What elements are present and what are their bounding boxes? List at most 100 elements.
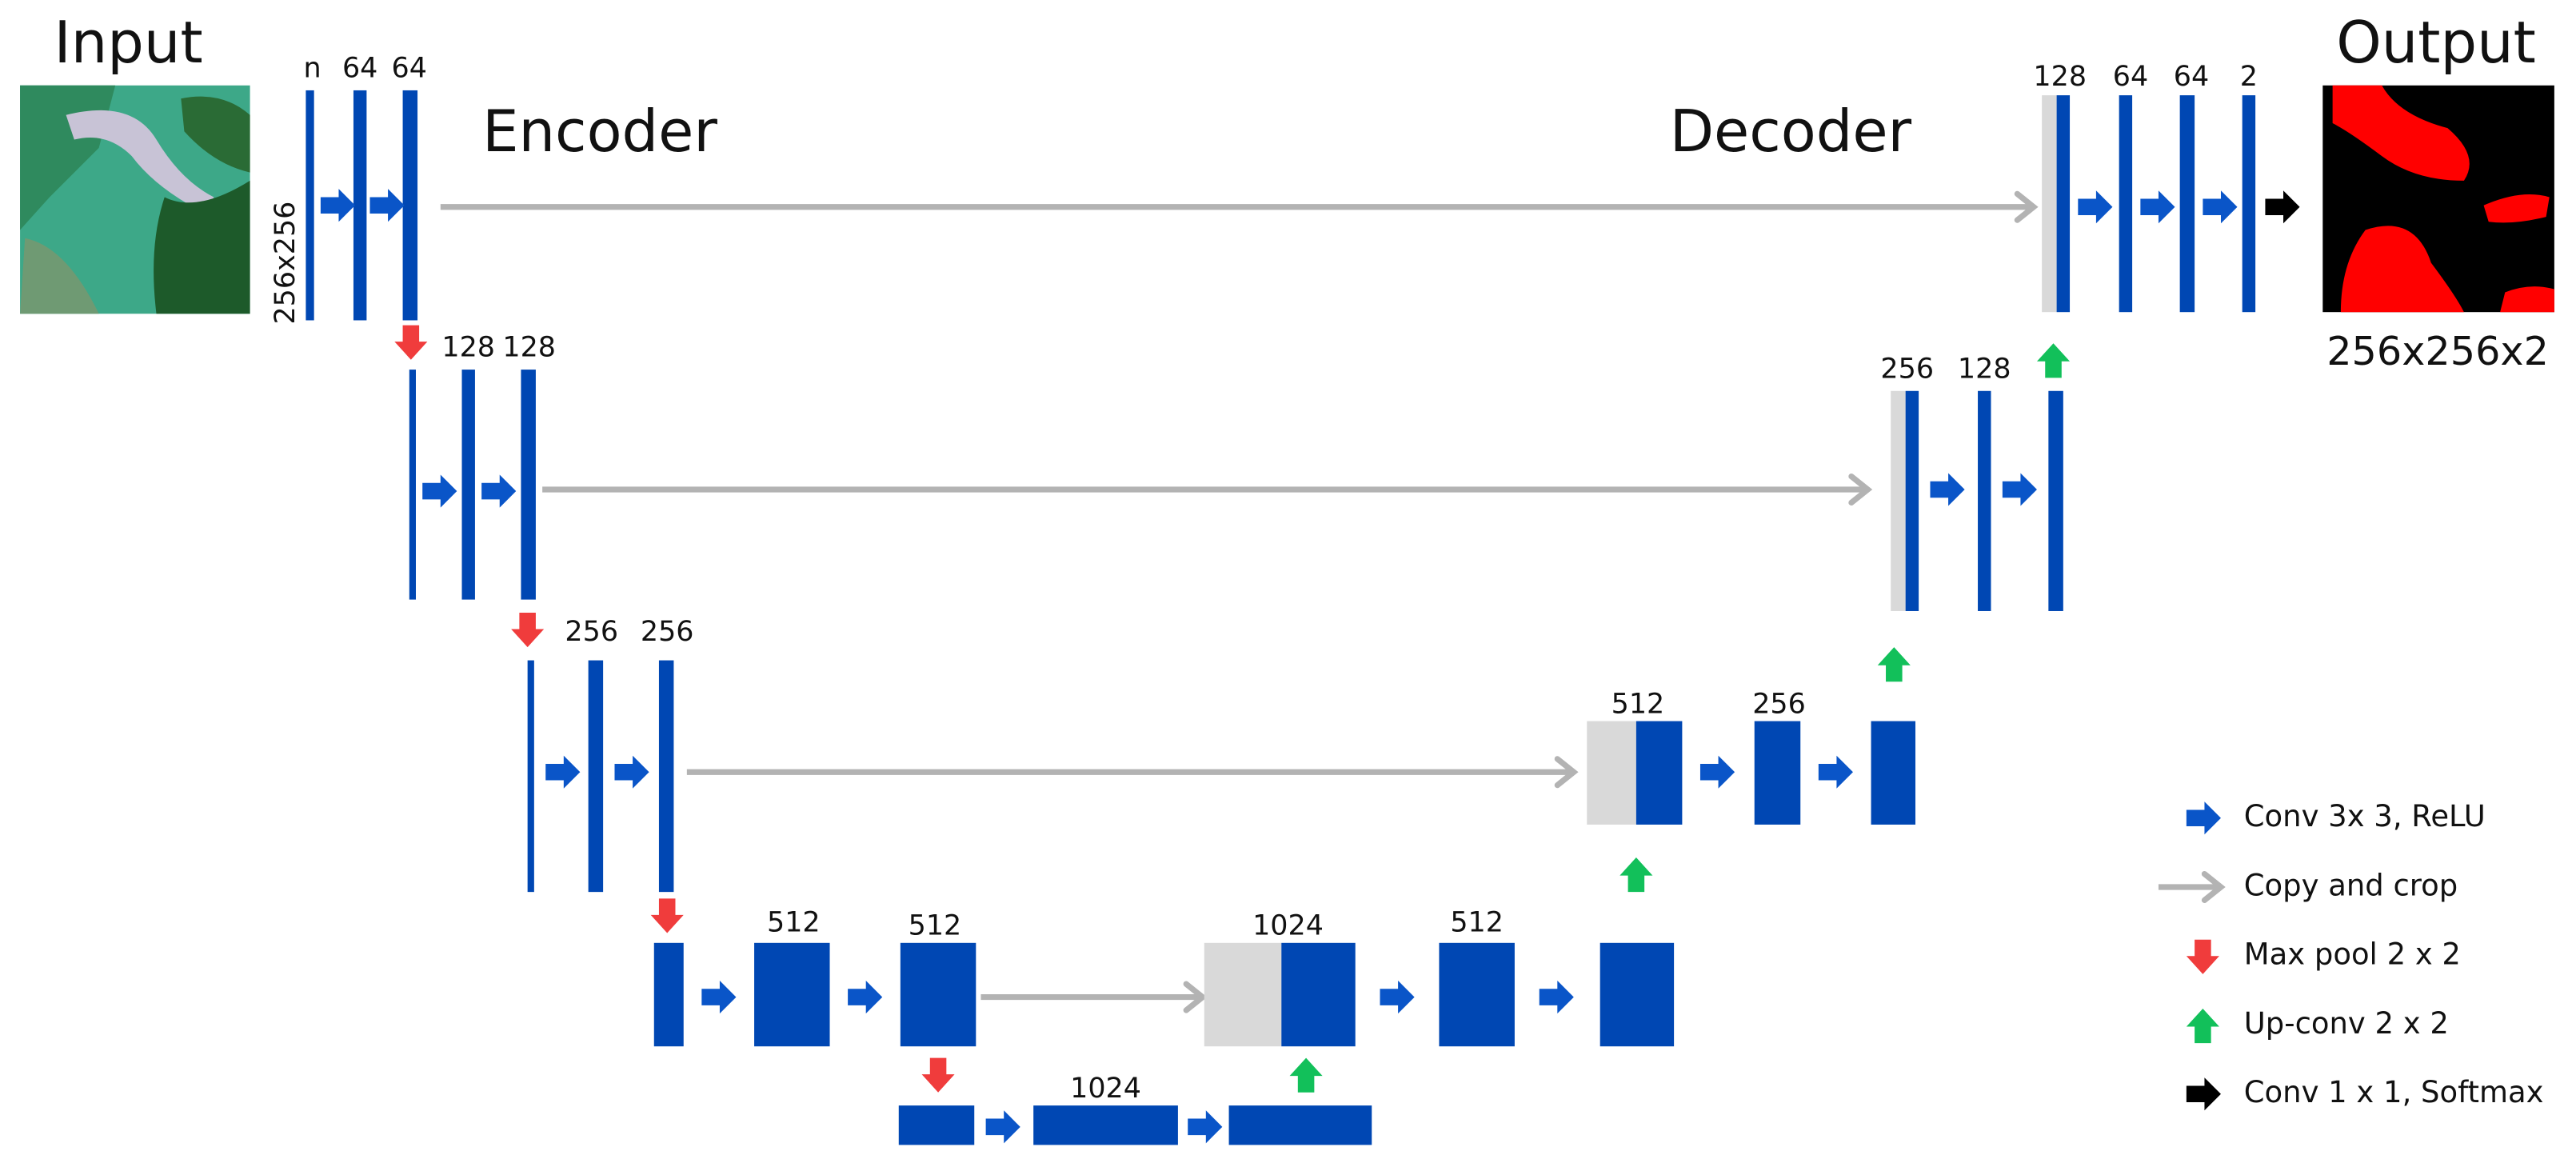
feature-map — [1600, 942, 1675, 1047]
channel-label: 128 — [441, 332, 495, 364]
softmax-arrow — [2186, 1077, 2221, 1111]
conv-arrow — [2203, 190, 2238, 224]
conv-arrow — [614, 755, 649, 789]
channel-label: 128 — [502, 332, 556, 364]
feature-map — [1871, 721, 1916, 825]
feature-map — [1281, 942, 1356, 1047]
output-region — [2483, 194, 2550, 223]
feature-map — [527, 660, 534, 893]
output-region — [2500, 286, 2554, 313]
decoder-label: Decoder — [1670, 98, 1912, 165]
channel-label: 64 — [392, 53, 427, 85]
conv-arrow — [1818, 755, 1853, 789]
legend-label: Conv 1 x 1, Softmax — [2244, 1075, 2544, 1109]
feature-map — [898, 1105, 975, 1145]
encoder-label: Encoder — [482, 98, 717, 165]
input-terrace — [20, 238, 99, 314]
conv-arrow — [369, 189, 405, 222]
channel-label: 64 — [2174, 61, 2209, 93]
channel-label: 128 — [1958, 353, 2011, 385]
channel-label: 512 — [1450, 906, 1504, 938]
output-size: 256x256x2 — [2326, 328, 2549, 374]
feature-map — [1033, 1105, 1178, 1145]
channel-label: n — [304, 53, 322, 85]
channel-label: 256 — [1880, 353, 1934, 385]
feature-map — [306, 90, 314, 321]
conv-arrow — [2140, 190, 2175, 224]
feature-map — [353, 90, 367, 321]
channel-label: 1024 — [1070, 1073, 1141, 1105]
output-image — [2322, 85, 2554, 313]
feature-map — [1905, 390, 1919, 611]
channel-label: 256 — [565, 616, 618, 648]
output-title: Output — [2336, 9, 2536, 76]
maxpool-arrow — [511, 613, 545, 648]
conv-arrow — [422, 474, 457, 508]
softmax-arrow — [2265, 190, 2300, 224]
channel-label: 512 — [767, 906, 821, 938]
conv-arrow — [701, 981, 737, 1014]
channel-label: 1024 — [1252, 910, 1324, 942]
copy-arrowhead — [2201, 870, 2226, 904]
copied-feature-map — [1891, 390, 1906, 611]
upconv-arrow — [2186, 1008, 2219, 1044]
feature-map — [461, 370, 475, 600]
conv-arrow — [2078, 190, 2113, 224]
feature-map — [1978, 390, 1991, 611]
feature-map — [2242, 95, 2256, 313]
conv-arrow — [481, 474, 517, 508]
conv-arrow — [1380, 981, 1415, 1014]
maxpool-arrow — [650, 898, 684, 933]
feature-map — [1635, 721, 1683, 825]
copied-feature-map — [1204, 942, 1282, 1047]
input-image — [20, 85, 250, 314]
upconv-arrow — [1619, 857, 1653, 893]
conv-arrow — [1699, 755, 1735, 789]
copied-feature-map — [2042, 95, 2057, 313]
output-region — [2332, 85, 2470, 181]
channel-label: 64 — [342, 53, 377, 85]
feature-map — [2179, 95, 2195, 313]
channel-label: 64 — [2113, 61, 2148, 93]
channel-label: 512 — [909, 910, 962, 942]
conv-arrow — [985, 1110, 1020, 1144]
copy-arrowhead — [1554, 756, 1579, 789]
input-title: Input — [54, 9, 203, 76]
conv-arrow — [320, 189, 356, 222]
feature-map — [658, 660, 674, 893]
feature-map — [409, 370, 416, 600]
conv-arrow — [2002, 473, 2037, 506]
conv-arrow — [848, 981, 883, 1014]
upconv-arrow — [1877, 647, 1911, 682]
feature-map — [1228, 1105, 1372, 1145]
feature-map — [521, 370, 536, 600]
feature-map — [2048, 390, 2063, 611]
channel-label: 2 — [2240, 61, 2258, 93]
channel-label: 256 — [641, 616, 694, 648]
input-forest — [154, 180, 250, 314]
copied-feature-map — [1587, 721, 1636, 825]
channel-label: 512 — [1611, 688, 1665, 720]
input-road — [66, 110, 214, 214]
feature-map — [2119, 95, 2133, 313]
input-size: 256x256 — [270, 202, 302, 325]
feature-map — [653, 942, 684, 1047]
conv-arrow — [2186, 801, 2221, 835]
output-region — [2340, 226, 2464, 313]
conv-arrow — [1188, 1110, 1223, 1144]
maxpool-arrow — [921, 1057, 955, 1093]
feature-map — [754, 942, 830, 1047]
feature-map — [1754, 721, 1801, 825]
feature-map — [1439, 942, 1515, 1047]
maxpool-arrow — [394, 325, 428, 360]
legend-label: Conv 3x 3, ReLU — [2244, 799, 2486, 833]
legend-label: Up-conv 2 x 2 — [2244, 1006, 2449, 1041]
copy-arrowhead — [1183, 981, 1208, 1013]
conv-arrow — [1930, 473, 1965, 506]
input-trees — [181, 96, 250, 173]
channel-label: 128 — [2033, 61, 2087, 93]
maxpool-arrow — [2186, 939, 2219, 974]
feature-map — [900, 942, 976, 1047]
